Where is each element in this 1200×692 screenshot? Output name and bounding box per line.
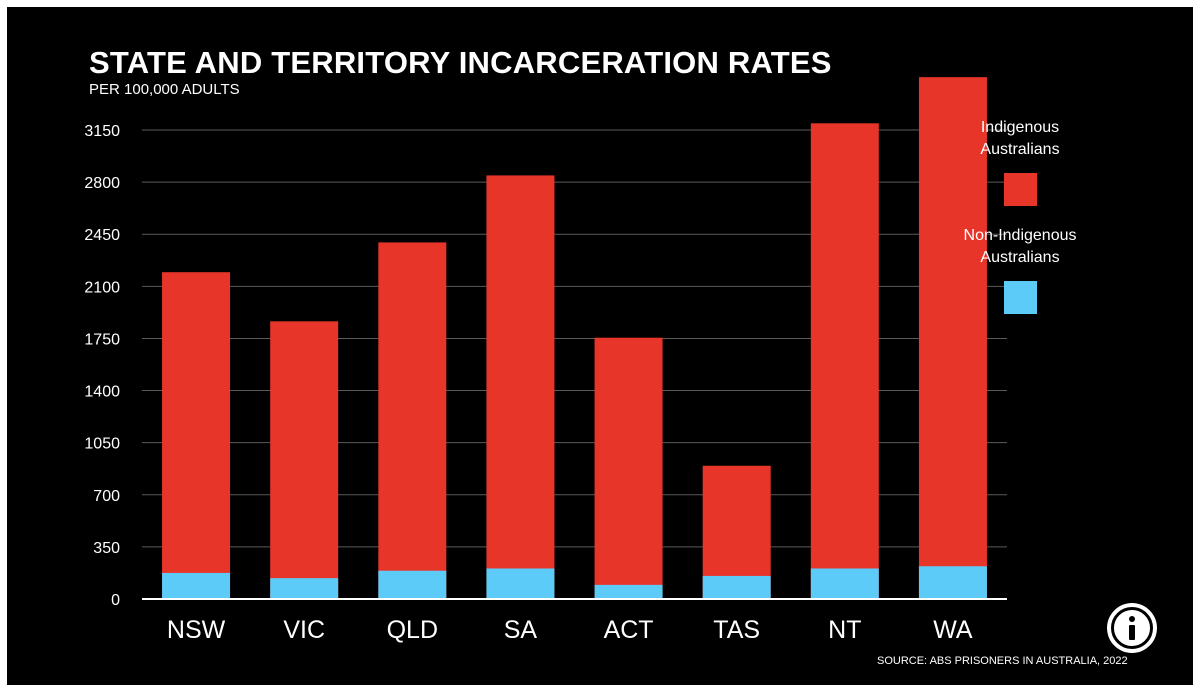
x-tick-label: ACT [604, 616, 654, 644]
bar-indigenous [810, 123, 879, 600]
bar-indigenous [378, 242, 447, 599]
legend-swatch-non-indigenous [1003, 281, 1037, 314]
legend-label-non-indigenous: Non-Indigenous Australians [963, 227, 1077, 266]
bar-chart: 0 350 700 1050 1400 1750 2100 2450 2800 3150 NSW VI… [84, 77, 1007, 644]
bar-non-indigenous [810, 568, 879, 599]
x-tick-label: QLD [387, 616, 438, 644]
info-icon[interactable] [1107, 603, 1157, 653]
x-tick-label: NSW [167, 616, 226, 644]
y-tick-label: 2450 [84, 227, 120, 244]
legend-swatch-indigenous [1003, 173, 1037, 206]
y-tick-label: 1750 [84, 331, 120, 348]
chart-frame: STATE AND TERRITORY INCARCERATION RATES … [7, 7, 1193, 685]
legend-item-indigenous: Indigenous Australians [920, 117, 1120, 206]
bar-indigenous [486, 175, 555, 599]
bar-indigenous [162, 272, 231, 599]
x-tick-label: WA [933, 616, 973, 644]
bar-indigenous [270, 321, 339, 599]
bar-non-indigenous [594, 584, 663, 599]
info-icon-ring [1111, 607, 1153, 649]
bar-indigenous [918, 77, 987, 599]
legend-label-indigenous: Indigenous Australians [980, 119, 1060, 158]
y-tick-label: 0 [111, 592, 120, 609]
bar-non-indigenous [270, 578, 339, 599]
y-tick-label: 3150 [84, 123, 120, 140]
x-tick-label: VIC [283, 616, 325, 644]
bar-non-indigenous [918, 566, 987, 599]
legend-item-non-indigenous: Non-Indigenous Australians [920, 225, 1120, 314]
y-tick-label: 2100 [84, 279, 120, 296]
source-note: SOURCE: ABS PRISONERS IN AUSTRALIA, 2022 [877, 655, 1128, 667]
y-tick-label: 1400 [84, 384, 120, 401]
chart-subtitle: PER 100,000 ADULTS [89, 81, 240, 98]
chart-title: STATE AND TERRITORY INCARCERATION RATES [89, 45, 832, 80]
y-tick-label: 350 [93, 540, 120, 557]
info-icon-stem [1129, 625, 1135, 640]
y-tick-label: 700 [93, 488, 120, 505]
bar-non-indigenous [378, 570, 447, 599]
x-tick-label: SA [504, 616, 538, 644]
y-tick-label: 2800 [84, 175, 120, 192]
x-tick-label: TAS [713, 616, 760, 644]
info-icon-dot [1129, 616, 1135, 622]
y-tick-label: 1050 [84, 436, 120, 453]
x-tick-label: NT [828, 616, 861, 644]
bar-indigenous [594, 337, 663, 599]
bar-non-indigenous [486, 568, 555, 599]
bar-non-indigenous [162, 572, 231, 599]
bar-non-indigenous [702, 575, 771, 599]
